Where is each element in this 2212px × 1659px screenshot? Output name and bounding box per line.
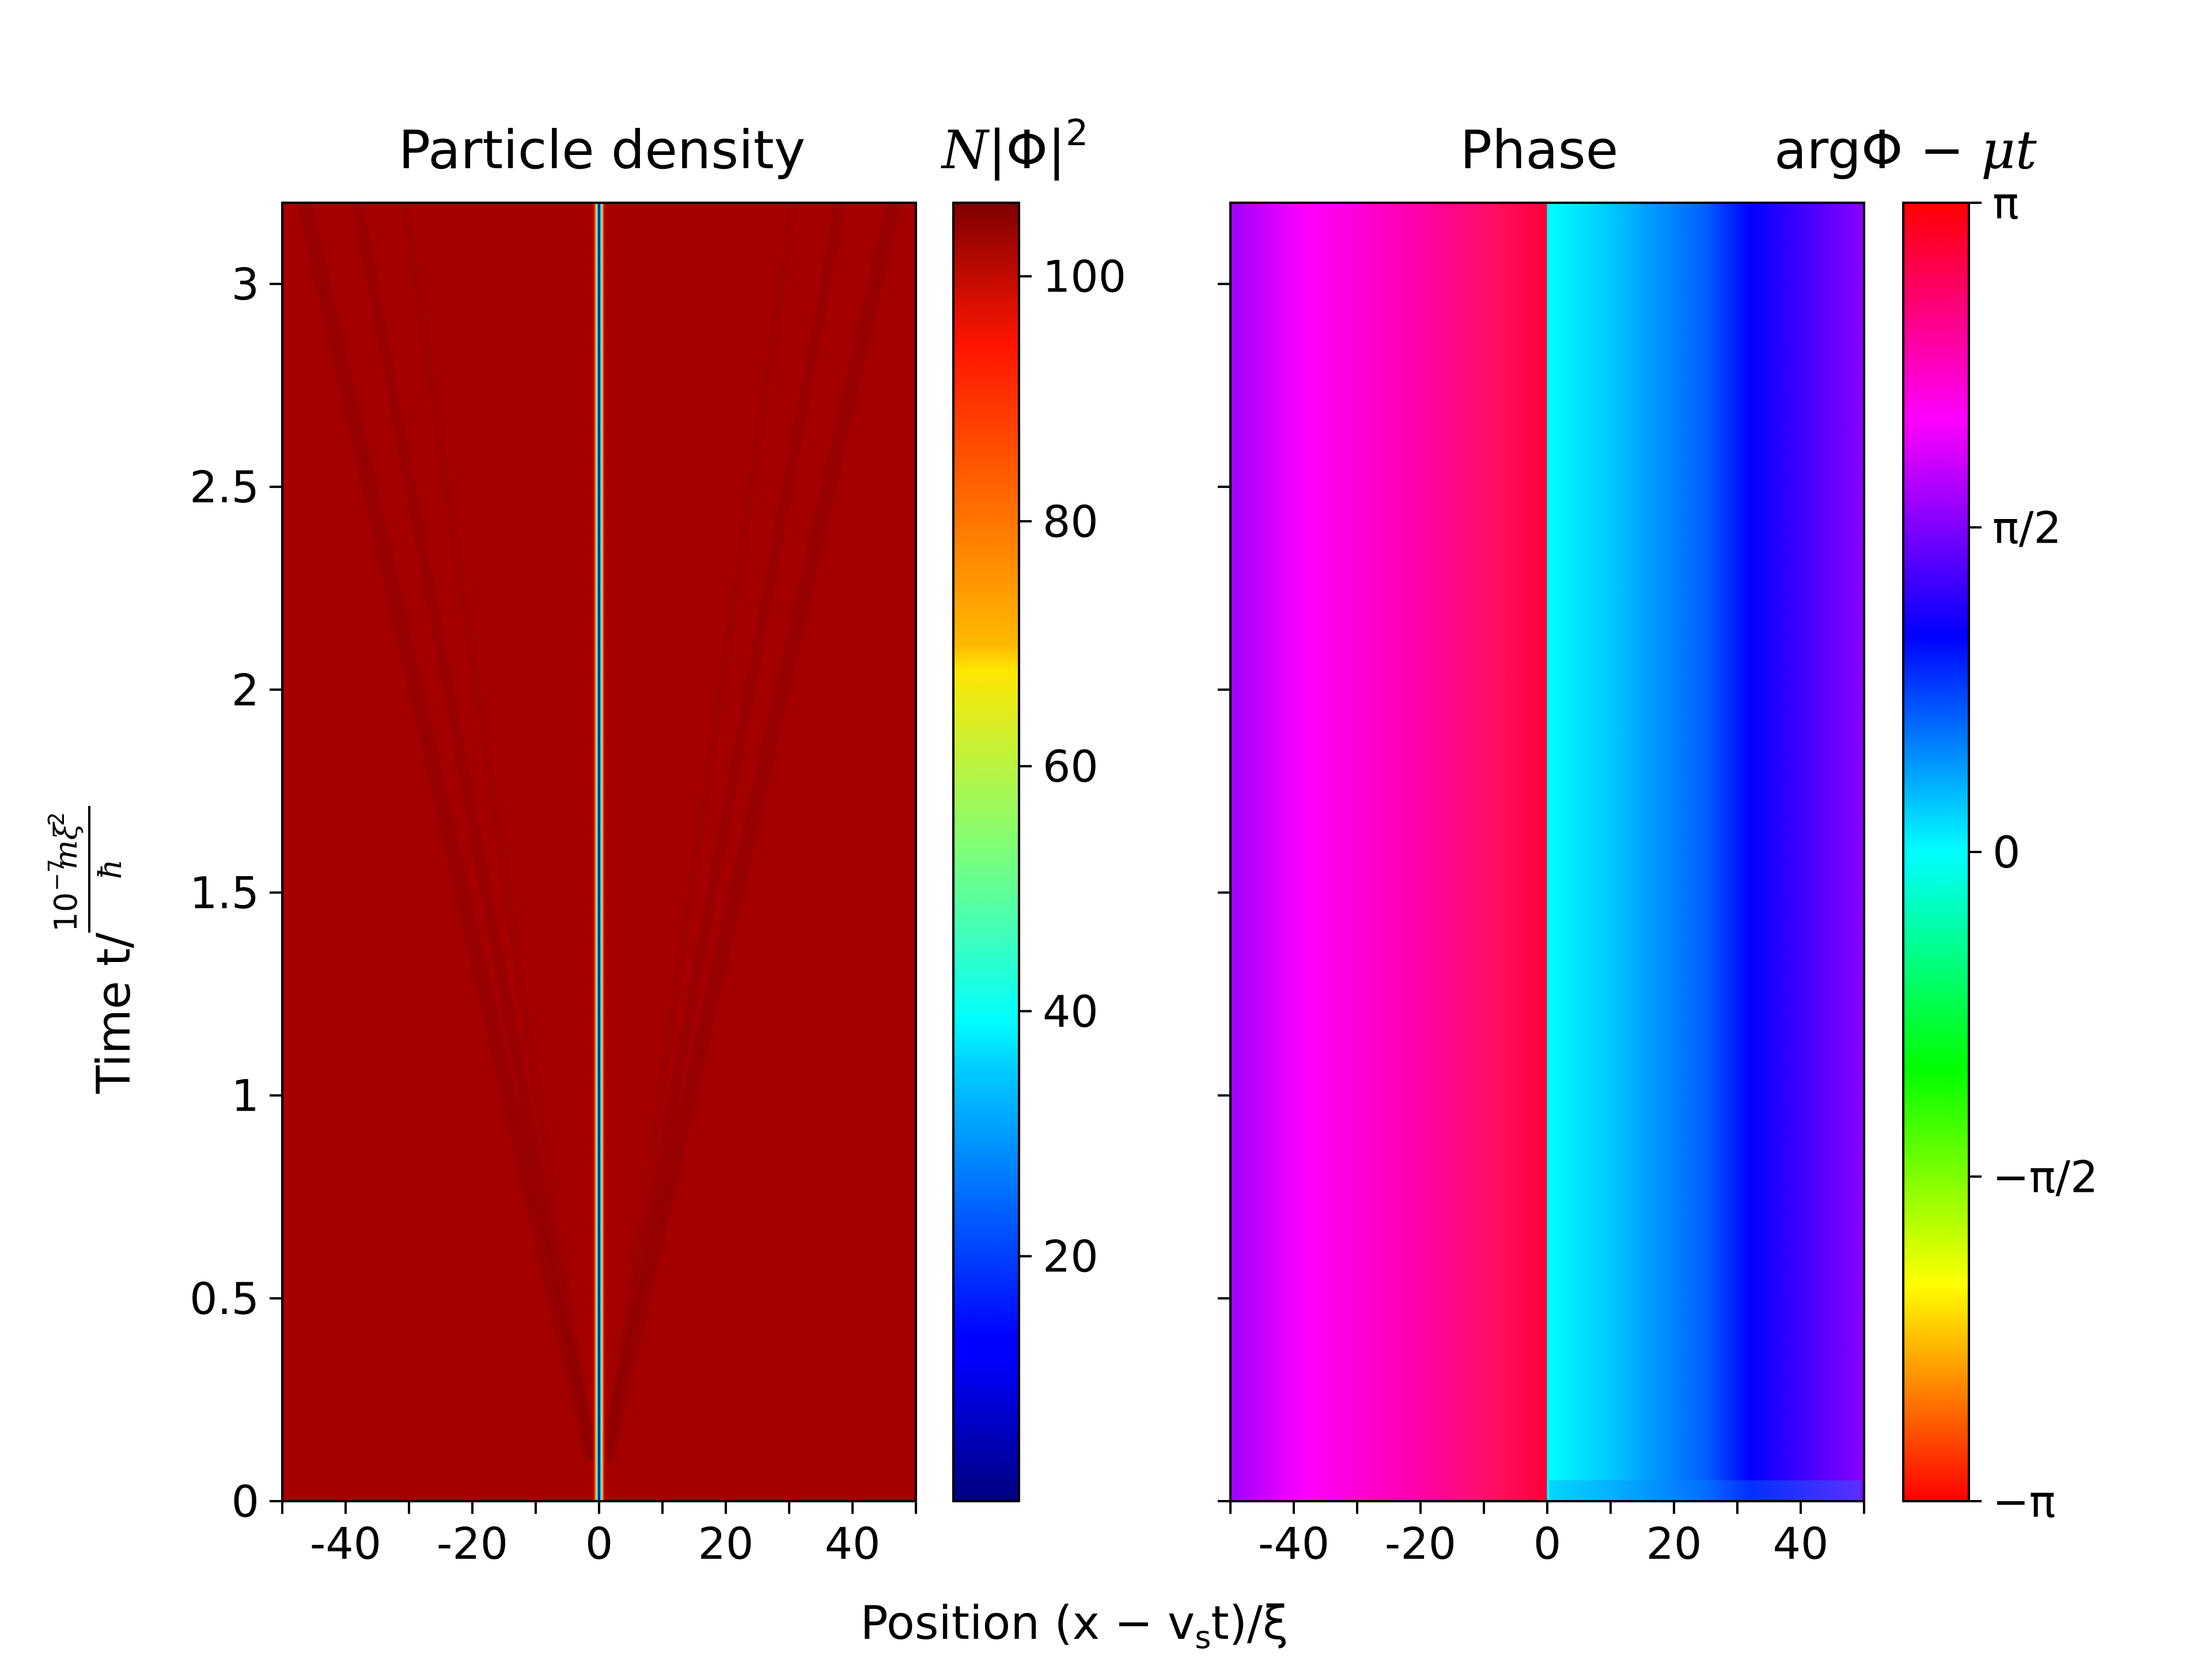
svg-text:ħ: ħ xyxy=(92,859,128,880)
phase-title: Phase xyxy=(1460,119,1619,181)
svg-text:−7: −7 xyxy=(44,859,69,891)
x-tick-label: -20 xyxy=(1385,1518,1456,1569)
y-tick-label: 0.5 xyxy=(190,1273,259,1324)
svg-text:Time t/: Time t/ xyxy=(87,933,141,1094)
x-tick-label: -40 xyxy=(1258,1518,1330,1569)
x-tick-label: 40 xyxy=(1773,1518,1829,1569)
y-tick-label: 1.5 xyxy=(190,867,259,918)
density-colorbar-gradient xyxy=(952,202,1020,1502)
ripple-line xyxy=(599,203,902,1463)
density-colorbar-label: N|Φ|2 xyxy=(941,112,1088,181)
y-tick-label: 2 xyxy=(232,664,259,715)
svg-text:mξ: mξ xyxy=(48,821,84,869)
colorbar-tick-label: 100 xyxy=(1043,251,1126,302)
x-tick-label: -40 xyxy=(310,1518,381,1569)
ripple-line xyxy=(600,203,847,1462)
x-tick-label: 40 xyxy=(825,1518,881,1569)
y-tick-label: 2.5 xyxy=(190,461,259,513)
ripple-line xyxy=(602,203,798,1461)
density-ripples xyxy=(297,203,902,1463)
density-soliton xyxy=(593,203,605,1501)
y-tick-label: 3 xyxy=(232,259,259,310)
colorbar-tick-label: 60 xyxy=(1043,741,1099,792)
colorbar-tick-label: 20 xyxy=(1043,1231,1099,1282)
density-x-ticks: -40 -20 0 20 40 xyxy=(281,1501,917,1569)
phase-colorbar-label: argΦ − μt xyxy=(1774,119,2037,181)
x-axis-label: Position (x − vst)/ξ xyxy=(861,1596,1289,1656)
y-tick-label: 1 xyxy=(232,1070,259,1122)
density-colorbar-ticks: 20 40 60 80 100 xyxy=(1019,251,1126,1282)
x-tick-label: -20 xyxy=(437,1518,508,1569)
density-colorbar: 20 40 60 80 100 N|Φ|2 xyxy=(941,112,1126,1502)
phase-background xyxy=(1230,203,1864,1501)
colorbar-tick-label: −π/2 xyxy=(1993,1152,2098,1203)
phase-x-ticks: -40 -20 0 20 40 xyxy=(1229,1501,1865,1569)
ripple-line xyxy=(297,203,600,1463)
density-y-ticks: 0 0.5 1 1.5 2 2.5 3 xyxy=(190,259,282,1527)
phase-panel: -40 -20 0 20 40 Phase xyxy=(1218,119,1865,1569)
phase-colorbar-gradient xyxy=(1902,202,1970,1502)
y-axis-label: Time t/ 10 −7 mξ 2 ħ xyxy=(44,806,141,1094)
density-title: Particle density xyxy=(399,119,806,181)
colorbar-tick-label: π/2 xyxy=(1993,502,2062,553)
ripple-line xyxy=(400,203,596,1461)
x-tick-label: 20 xyxy=(1646,1518,1702,1569)
svg-text:10: 10 xyxy=(48,892,84,932)
colorbar-tick-label: −π xyxy=(1993,1476,2055,1527)
phase-y-ticks xyxy=(1218,282,1230,1502)
x-tick-label: 0 xyxy=(585,1518,613,1569)
svg-text:2: 2 xyxy=(44,812,69,826)
x-tick-label: 0 xyxy=(1533,1518,1561,1569)
y-tick-label: 0 xyxy=(232,1476,259,1527)
colorbar-tick-label: 40 xyxy=(1043,986,1099,1037)
x-tick-label: 20 xyxy=(698,1518,754,1569)
phase-colorbar: −π −π/2 0 π/2 π argΦ − μt xyxy=(1774,119,2098,1527)
colorbar-tick-label: π xyxy=(1993,177,2019,229)
phase-colorbar-ticks: −π −π/2 0 π/2 π xyxy=(1969,177,2098,1527)
colorbar-tick-label: 80 xyxy=(1043,496,1099,547)
density-panel: -40 -20 0 20 40 0 0.5 1 1.5 2 2.5 3 Particle densi… xyxy=(190,119,917,1569)
colorbar-tick-label: 0 xyxy=(1993,827,2020,878)
ripple-line xyxy=(351,203,598,1462)
phase-early-strip xyxy=(1550,1480,1861,1501)
